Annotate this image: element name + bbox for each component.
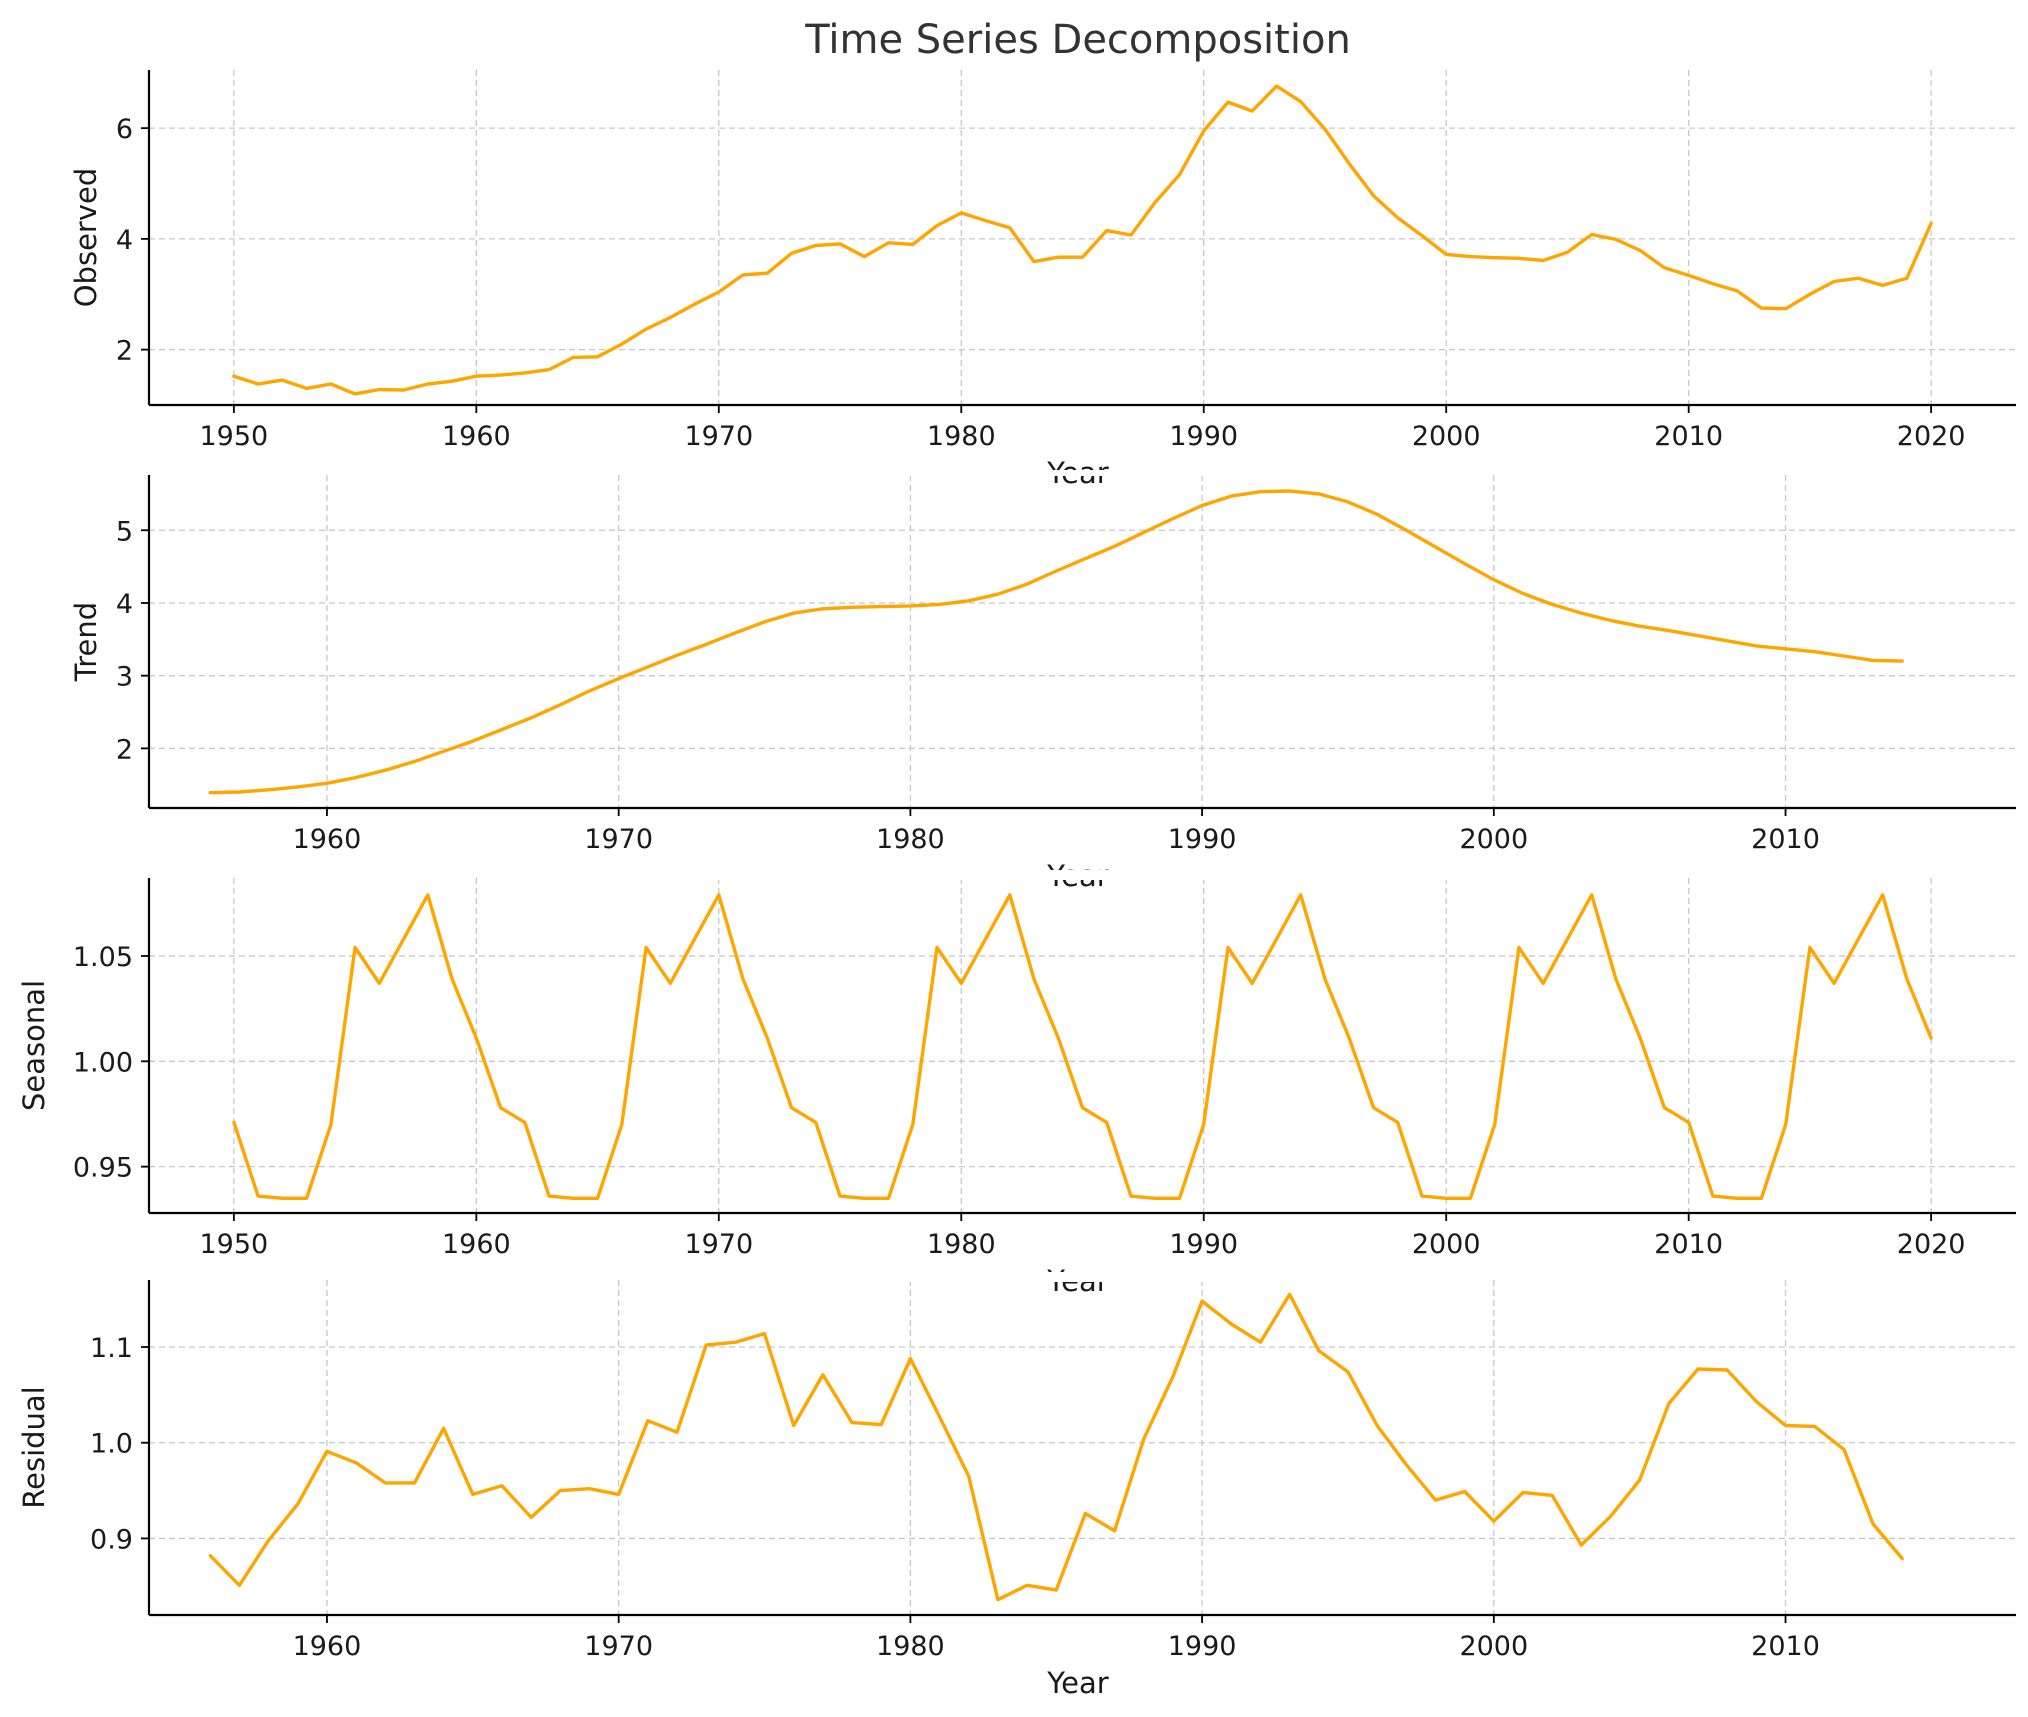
observed-xtick-label-1970: 1970 [684, 421, 753, 452]
trend-xtick-label-1990: 1990 [1168, 824, 1237, 855]
trend-xtick-label-1970: 1970 [584, 824, 653, 855]
seasonal-xtick-label-2020: 2020 [1897, 1229, 1966, 1260]
observed-ytick-label-0: 2 [116, 336, 133, 367]
seasonal-xtick-label-1980: 1980 [927, 1229, 996, 1260]
observed-xtick-label-2000: 2000 [1412, 421, 1481, 452]
trend-xtick-label-1980: 1980 [876, 824, 945, 855]
residual-xtick-label-2010: 2010 [1751, 1631, 1820, 1662]
figure-title: Time Series Decomposition [804, 17, 1351, 63]
trend-panel: 1960197019801990200020102345YearTrend [69, 475, 2016, 893]
seasonal-ytick-label-2: 1.05 [73, 942, 133, 973]
observed-xtick-label-1980: 1980 [927, 421, 996, 452]
panel-overlap-mask-0 [700, 470, 1460, 476]
observed-xtick-label-1960: 1960 [442, 421, 511, 452]
trend-ytick-label-3: 5 [116, 516, 133, 547]
observed-series-line [232, 84, 1933, 396]
residual-ytick-label-2: 1.1 [90, 1333, 133, 1364]
residual-ytick-label-0: 0.9 [90, 1524, 133, 1555]
trend-ylabel: Trend [69, 602, 103, 682]
residual-series-line [208, 1292, 1904, 1602]
trend-xtick-label-2000: 2000 [1459, 824, 1528, 855]
trend-ytick-label-1: 3 [116, 662, 133, 693]
seasonal-ylabel: Seasonal [17, 980, 51, 1111]
trend-xtick-label-1960: 1960 [293, 824, 362, 855]
seasonal-xtick-label-2000: 2000 [1412, 1229, 1481, 1260]
panel-overlap-mask-1 [700, 870, 1460, 880]
trend-ytick-label-0: 2 [116, 734, 133, 765]
seasonal-panel: 1950 1960 1970 1980 1990 2000 2010 2020 0.95 1.00… [17, 878, 2016, 1298]
residual-xlabel: Year [1046, 1666, 1108, 1700]
residual-xtick-label-1960: 1960 [293, 1631, 362, 1662]
residual-ylabel: Residual [17, 1386, 51, 1508]
residual-ytick-label-1: 1.0 [90, 1429, 133, 1460]
observed-ytick-label-1: 4 [116, 225, 133, 256]
trend-ytick-label-2: 4 [116, 589, 133, 620]
trend-series-line [208, 489, 1904, 795]
observed-xtick-label-1950: 1950 [200, 421, 269, 452]
seasonal-xtick-label-1970: 1970 [684, 1229, 753, 1260]
seasonal-xtick-label-1990: 1990 [1169, 1229, 1238, 1260]
seasonal-ytick-label-1: 1.00 [73, 1047, 133, 1078]
observed-panel: 1950 1960 1970 1980 1990 2000 2010 2020246YearO… [69, 70, 2016, 490]
seasonal-ytick-label-0: 0.95 [73, 1153, 133, 1184]
residual-panel: 1960 1970 1980 1990 2000 2010 0.9 1.0 1.1 Year Res… [17, 1280, 2016, 1700]
seasonal-xtick-label-2010: 2010 [1654, 1229, 1723, 1260]
residual-xtick-label-1970: 1970 [584, 1631, 653, 1662]
trend-xtick-label-2010: 2010 [1751, 824, 1820, 855]
residual-xtick-label-1990: 1990 [1168, 1631, 1237, 1662]
observed-xtick-label-2020: 2020 [1897, 421, 1966, 452]
observed-xtick-label-1990: 1990 [1169, 421, 1238, 452]
observed-xtick-label-2010: 2010 [1654, 421, 1723, 452]
seasonal-series-line [232, 893, 1933, 1201]
observed-ylabel: Observed [69, 168, 103, 308]
residual-xtick-label-1980: 1980 [876, 1631, 945, 1662]
observed-ytick-label-2: 6 [116, 114, 133, 145]
residual-xtick-label-2000: 2000 [1459, 1631, 1528, 1662]
seasonal-xtick-label-1960: 1960 [442, 1229, 511, 1260]
panel-overlap-mask-2 [700, 1272, 1460, 1282]
seasonal-xtick-label-1950: 1950 [200, 1229, 269, 1260]
